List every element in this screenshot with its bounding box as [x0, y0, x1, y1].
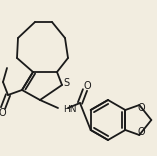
- Text: HN: HN: [63, 105, 76, 115]
- Text: O: O: [0, 108, 6, 118]
- Text: O: O: [138, 103, 145, 113]
- Text: O: O: [138, 127, 145, 137]
- Text: S: S: [63, 78, 69, 88]
- Text: O: O: [83, 81, 91, 91]
